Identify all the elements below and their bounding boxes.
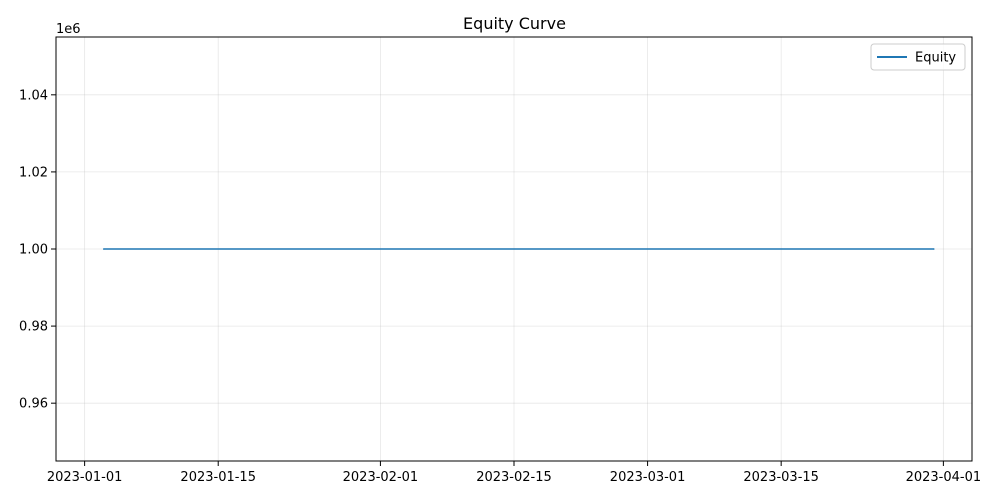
plot-area-frame	[55, 36, 973, 462]
x-tick-label: 2023-01-15	[180, 470, 256, 485]
series-point	[933, 248, 935, 250]
chart-title: Equity Curve	[463, 14, 566, 33]
y-tick-label: 0.98	[19, 320, 48, 335]
legend-box	[870, 43, 966, 71]
legend-label: Equity	[915, 51, 956, 66]
y-tick-label: 0.96	[19, 397, 48, 412]
x-tick-label: 2023-02-01	[343, 470, 419, 485]
y-tick-label: 1.02	[19, 165, 48, 180]
y-tick-label: 1.04	[19, 88, 48, 103]
tick-layer: 2023-01-01 2023-01-15 2023-02-01 2023-02-15…	[19, 88, 981, 485]
legend: Equity	[870, 43, 966, 71]
y-axis-offset-label: 1e6	[56, 22, 81, 37]
x-tick-label: 2023-04-01	[906, 470, 982, 485]
series-point	[102, 248, 105, 250]
x-tick-label: 2023-02-15	[476, 470, 552, 485]
x-tick-label: 2023-03-15	[743, 470, 819, 485]
x-tick-label: 2023-01-01	[47, 470, 123, 485]
y-tick-label: 1.00	[19, 243, 48, 258]
series-layer	[102, 248, 935, 250]
x-tick-label: 2023-03-01	[610, 470, 686, 485]
